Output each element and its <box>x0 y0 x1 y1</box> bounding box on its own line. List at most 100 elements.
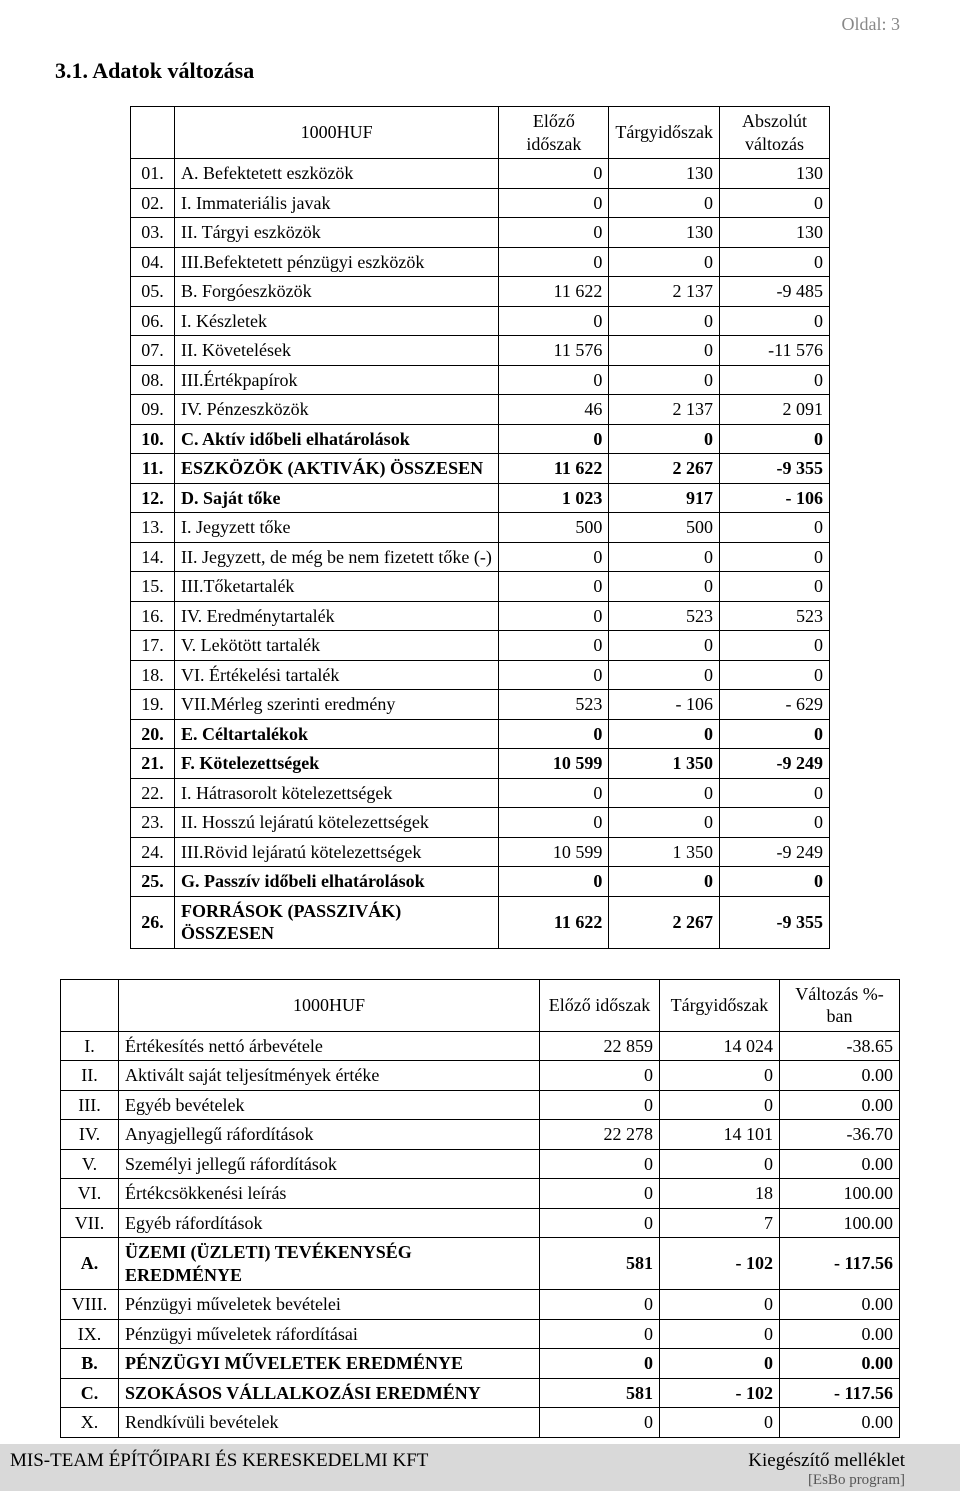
row-value: 1 350 <box>609 749 720 779</box>
row-value: 523 <box>499 690 609 720</box>
row-value: 0 <box>609 631 720 661</box>
header-curr: Tárgyidőszak <box>609 107 720 159</box>
table-row: A.ÜZEMI (ÜZLETI) TEVÉKENYSÉG EREDMÉNYE58… <box>61 1238 900 1290</box>
row-label: ÜZEMI (ÜZLETI) TEVÉKENYSÉG EREDMÉNYE <box>119 1238 540 1290</box>
row-value: 0 <box>720 306 830 336</box>
row-label: V. Lekötött tartalék <box>175 631 499 661</box>
row-code: 22. <box>131 778 175 808</box>
table-row: 14.II. Jegyzett, de még be nem fizetett … <box>131 542 830 572</box>
balance-table-head: 1000HUF Előző időszak Tárgyidőszak Abszo… <box>131 107 830 159</box>
row-value: - 106 <box>720 483 830 513</box>
row-value: - 117.56 <box>780 1238 900 1290</box>
row-value: 523 <box>609 601 720 631</box>
row-value: 0 <box>609 542 720 572</box>
table-row: C.SZOKÁSOS VÁLLALKOZÁSI EREDMÉNY581- 102… <box>61 1378 900 1408</box>
row-code: 12. <box>131 483 175 513</box>
table-row: 02.I. Immateriális javak000 <box>131 188 830 218</box>
table-row: 10.C. Aktív időbeli elhatárolások000 <box>131 424 830 454</box>
row-value: 0 <box>609 572 720 602</box>
table-row: X.Rendkívüli bevételek000.00 <box>61 1408 900 1438</box>
row-value: 0 <box>499 247 609 277</box>
row-code: B. <box>61 1349 119 1379</box>
table-row: 03.II. Tárgyi eszközök0130130 <box>131 218 830 248</box>
row-value: - 106 <box>609 690 720 720</box>
row-code: VII. <box>61 1208 119 1238</box>
row-value: 581 <box>540 1378 660 1408</box>
page-footer: MIS-TEAM ÉPÍTŐIPARI ÉS KERESKEDELMI KFT … <box>0 1444 960 1491</box>
row-label: PÉNZÜGYI MŰVELETEK EREDMÉNYE <box>119 1349 540 1379</box>
row-value: 130 <box>720 159 830 189</box>
row-label: D. Saját tőke <box>175 483 499 513</box>
row-value: 0 <box>609 365 720 395</box>
header-prev: Előző időszak <box>540 979 660 1031</box>
table-row: V.Személyi jellegű ráfordítások000.00 <box>61 1149 900 1179</box>
row-code: II. <box>61 1061 119 1091</box>
row-value: 0 <box>499 159 609 189</box>
row-value: -9 249 <box>720 837 830 867</box>
row-code: I. <box>61 1031 119 1061</box>
table-row: VI.Értékcsökkenési leírás018100.00 <box>61 1179 900 1209</box>
row-value: 0 <box>720 247 830 277</box>
row-value: 0 <box>609 719 720 749</box>
row-value: 2 267 <box>609 896 720 948</box>
balance-table: 1000HUF Előző időszak Tárgyidőszak Abszo… <box>130 106 830 949</box>
row-value: 0.00 <box>780 1149 900 1179</box>
row-value: 0 <box>540 1179 660 1209</box>
row-label: Rendkívüli bevételek <box>119 1408 540 1438</box>
row-code: IX. <box>61 1319 119 1349</box>
row-value: 0 <box>499 631 609 661</box>
row-value: 0 <box>609 188 720 218</box>
income-table-head: 1000HUF Előző időszak Tárgyidőszak Válto… <box>61 979 900 1031</box>
row-label: C. Aktív időbeli elhatárolások <box>175 424 499 454</box>
row-label: IV. Pénzeszközök <box>175 395 499 425</box>
row-value: 0 <box>720 572 830 602</box>
row-value: 0 <box>660 1349 780 1379</box>
row-value: 11 622 <box>499 454 609 484</box>
row-code: VI. <box>61 1179 119 1209</box>
row-value: 0 <box>720 867 830 897</box>
row-label: F. Kötelezettségek <box>175 749 499 779</box>
table-header-row: 1000HUF Előző időszak Tárgyidőszak Válto… <box>61 979 900 1031</box>
table-row: IV.Anyagjellegű ráfordítások22 27814 101… <box>61 1120 900 1150</box>
row-code: 05. <box>131 277 175 307</box>
header-curr: Tárgyidőszak <box>660 979 780 1031</box>
row-code: 03. <box>131 218 175 248</box>
row-value: 46 <box>499 395 609 425</box>
row-label: I. Jegyzett tőke <box>175 513 499 543</box>
row-value: 0 <box>499 808 609 838</box>
header-blank-1 <box>61 979 119 1031</box>
row-value: 130 <box>609 218 720 248</box>
row-value: 0 <box>660 1408 780 1438</box>
row-value: 0 <box>540 1349 660 1379</box>
row-value: 10 599 <box>499 837 609 867</box>
row-value: 0 <box>660 1319 780 1349</box>
footer-row: MIS-TEAM ÉPÍTŐIPARI ÉS KERESKEDELMI KFT … <box>10 1450 905 1472</box>
row-value: 0 <box>540 1149 660 1179</box>
table-row: 23.II. Hosszú lejáratú kötelezettségek00… <box>131 808 830 838</box>
row-code: 14. <box>131 542 175 572</box>
row-value: 0 <box>720 719 830 749</box>
row-code: 16. <box>131 601 175 631</box>
row-value: 0 <box>499 719 609 749</box>
row-value: 11 622 <box>499 277 609 307</box>
row-label: VII.Mérleg szerinti eredmény <box>175 690 499 720</box>
table-row: 24.III.Rövid lejáratú kötelezettségek10 … <box>131 837 830 867</box>
table-row: 09.IV. Pénzeszközök462 1372 091 <box>131 395 830 425</box>
row-value: 0 <box>499 572 609 602</box>
row-label: Pénzügyi műveletek ráfordításai <box>119 1319 540 1349</box>
row-code: 20. <box>131 719 175 749</box>
row-value: 22 278 <box>540 1120 660 1150</box>
footer-program: [EsBo program] <box>10 1472 905 1489</box>
row-value: 22 859 <box>540 1031 660 1061</box>
row-code: VIII. <box>61 1290 119 1320</box>
row-label: A. Befektetett eszközök <box>175 159 499 189</box>
table-row: 22.I. Hátrasorolt kötelezettségek000 <box>131 778 830 808</box>
row-value: 0 <box>720 631 830 661</box>
row-value: 0 <box>720 660 830 690</box>
row-code: 25. <box>131 867 175 897</box>
row-label: Személyi jellegű ráfordítások <box>119 1149 540 1179</box>
row-code: C. <box>61 1378 119 1408</box>
row-code: V. <box>61 1149 119 1179</box>
row-code: 08. <box>131 365 175 395</box>
row-value: 0.00 <box>780 1408 900 1438</box>
